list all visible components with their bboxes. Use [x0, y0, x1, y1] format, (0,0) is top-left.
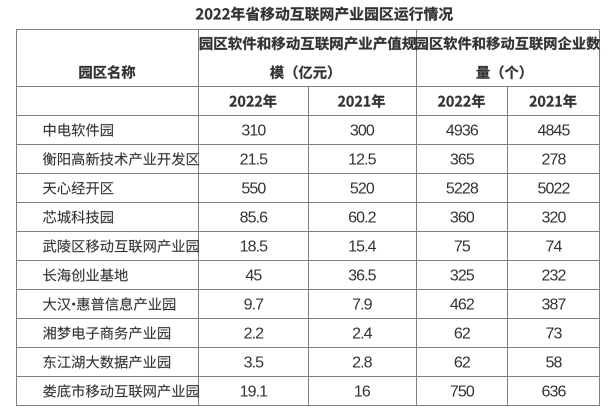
svg-text:5228: 5228 — [446, 180, 479, 197]
svg-text:550: 550 — [241, 180, 266, 197]
svg-text:365: 365 — [450, 151, 475, 168]
svg-text:300: 300 — [350, 122, 375, 139]
svg-text:3.5: 3.5 — [244, 354, 265, 371]
svg-text:58: 58 — [546, 354, 563, 371]
svg-text:60.2: 60.2 — [348, 209, 377, 226]
svg-text:387: 387 — [542, 296, 567, 313]
svg-text:325: 325 — [450, 267, 475, 284]
svg-text:36.5: 36.5 — [348, 267, 377, 284]
svg-text:18.5: 18.5 — [240, 238, 269, 255]
svg-text:12.5: 12.5 — [348, 151, 377, 168]
svg-text:7.9: 7.9 — [352, 296, 373, 313]
svg-text:16: 16 — [354, 383, 371, 400]
svg-text:5022: 5022 — [538, 180, 571, 197]
svg-text:62: 62 — [454, 354, 471, 371]
svg-text:320: 320 — [542, 209, 567, 226]
svg-text:15.4: 15.4 — [348, 238, 377, 255]
svg-text:232: 232 — [542, 267, 567, 284]
svg-text:9.7: 9.7 — [244, 296, 265, 313]
svg-text:73: 73 — [546, 325, 563, 342]
svg-text:85.6: 85.6 — [240, 209, 269, 226]
svg-text:360: 360 — [450, 209, 475, 226]
svg-text:750: 750 — [450, 383, 475, 400]
svg-text:2.4: 2.4 — [352, 325, 373, 342]
svg-text:62: 62 — [454, 325, 471, 342]
svg-text:4845: 4845 — [538, 122, 571, 139]
svg-text:636: 636 — [542, 383, 567, 400]
svg-text:2.8: 2.8 — [352, 354, 373, 371]
svg-text:74: 74 — [546, 238, 563, 255]
svg-text:2.2: 2.2 — [244, 325, 265, 342]
svg-text:19.1: 19.1 — [240, 383, 269, 400]
svg-text:520: 520 — [350, 180, 375, 197]
svg-text:21.5: 21.5 — [240, 151, 269, 168]
svg-text:4936: 4936 — [446, 122, 479, 139]
svg-text:310: 310 — [241, 122, 266, 139]
svg-text:45: 45 — [245, 267, 262, 284]
svg-text:75: 75 — [454, 238, 471, 255]
svg-text:278: 278 — [542, 151, 567, 168]
svg-text:462: 462 — [450, 296, 475, 313]
